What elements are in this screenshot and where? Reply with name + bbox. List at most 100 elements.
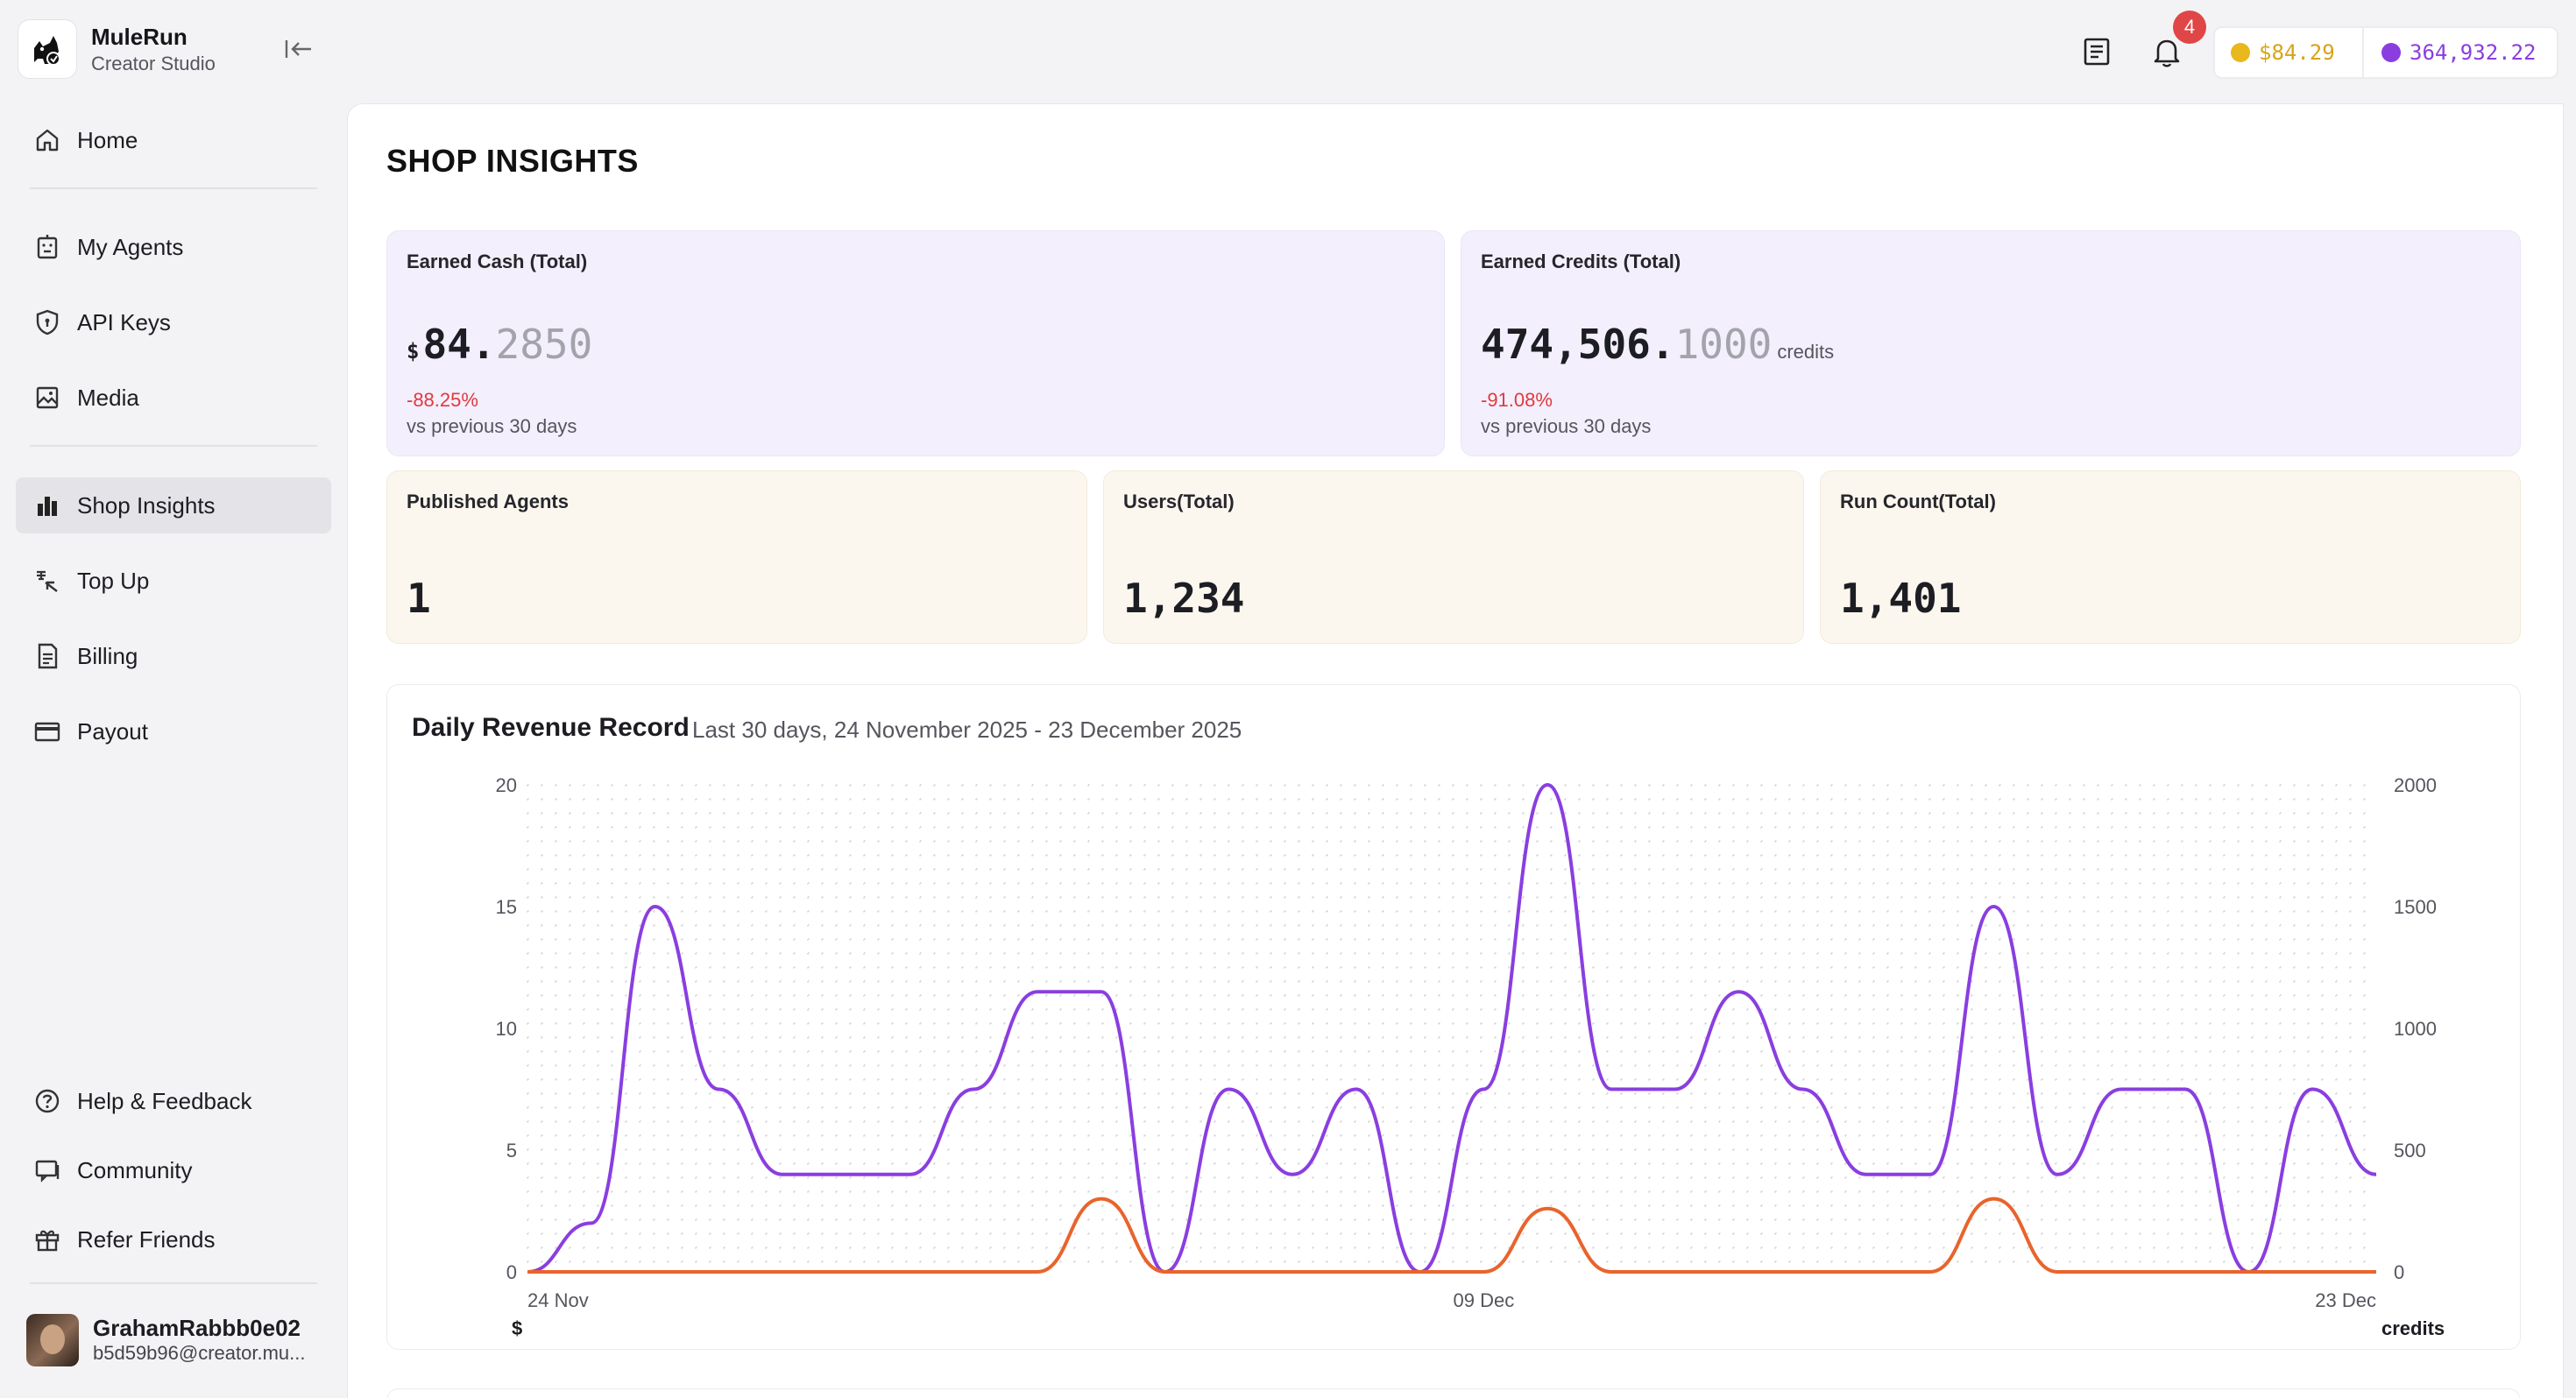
sidebar-item-my-agents[interactable]: My Agents: [16, 219, 331, 275]
users-value: 1,234: [1123, 575, 1245, 622]
collapse-left-icon: [285, 40, 311, 58]
comparison-note: vs previous 30 days: [1481, 415, 1652, 437]
sidebar-item-home[interactable]: Home: [16, 112, 331, 168]
brand-subtitle: Creator Studio: [91, 53, 216, 74]
y-left-tick-label: 15: [496, 896, 517, 918]
wallet-cash[interactable]: $84.29: [2215, 28, 2364, 77]
sidebar-item-label: Refer Friends: [77, 1225, 216, 1253]
sidebar-item-community[interactable]: Community: [16, 1142, 331, 1198]
home-icon: [32, 124, 63, 156]
top-up-icon: [32, 565, 63, 597]
y-right-tick-label: 1000: [2394, 1018, 2437, 1040]
sidebar-item-top-up[interactable]: Top Up: [16, 553, 331, 609]
users-card: Users(Total) 1,234: [1103, 470, 1804, 644]
credits-series-line: [527, 783, 2377, 1274]
sidebar-item-payout[interactable]: Payout: [16, 703, 331, 759]
main-panel: SHOP INSIGHTS Earned Cash (Total) $ 84. …: [347, 103, 2564, 1398]
user-profile[interactable]: GrahamRabbb0e02 b5d59b96@creator.mu...: [26, 1314, 305, 1366]
earned-cash-value: $ 84. 2850: [407, 321, 592, 368]
sidebar-item-label: Top Up: [77, 567, 150, 594]
revenue-line-chart[interactable]: 0 5 10 15 20 0 500 1000 1500 2000 24 Nov 09 Dec 23 D…: [387, 685, 2522, 1351]
docs-button[interactable]: [2077, 32, 2117, 72]
card-label: Earned Cash (Total): [407, 251, 588, 272]
chat-icon: [32, 1154, 63, 1186]
sidebar-divider: [30, 1282, 317, 1284]
card-label: Users(Total): [1123, 491, 1235, 512]
brand-name: MuleRun: [91, 24, 188, 50]
sidebar-item-label: Home: [77, 126, 138, 153]
avatar: [26, 1314, 79, 1366]
sidebar-item-label: Shop Insights: [77, 491, 216, 519]
shield-icon: [32, 307, 63, 338]
x-tick-label: 24 Nov: [527, 1289, 589, 1311]
sidebar-item-billing[interactable]: Billing: [16, 628, 331, 684]
earned-credits-card: Earned Credits (Total) 474,506. 1000 cre…: [1461, 230, 2521, 456]
published-agents-card: Published Agents 1: [386, 470, 1087, 644]
next-section-card: [386, 1388, 2521, 1398]
earned-credits-value: 474,506. 1000 credits: [1481, 321, 1834, 368]
value-decimal: 1000: [1674, 321, 1773, 368]
mulerun-logo-icon: [18, 19, 77, 79]
sidebar-item-label: Help & Feedback: [77, 1087, 252, 1114]
wallet-cash-value: $84.29: [2259, 40, 2335, 65]
value-integer: 474,506.: [1481, 321, 1675, 368]
change-percent: -88.25%: [407, 389, 478, 411]
bell-icon: [2154, 39, 2180, 67]
sidebar-divider: [30, 187, 317, 189]
user-name: GrahamRabbb0e02: [93, 1315, 301, 1341]
run-count-value: 1,401: [1840, 575, 1962, 622]
y-left-tick-label: 0: [506, 1261, 517, 1283]
comparison-note: vs previous 30 days: [407, 415, 577, 437]
sidebar-item-media[interactable]: Media: [16, 370, 331, 426]
wallet-credits[interactable]: 364,932.22: [2364, 40, 2537, 65]
daily-revenue-chart-card: Daily Revenue Record Last 30 days, 24 No…: [386, 684, 2521, 1350]
x-tick-label: 23 Dec: [2315, 1289, 2376, 1311]
notifications-button[interactable]: [2147, 32, 2187, 72]
image-icon: [32, 382, 63, 413]
y-right-tick-label: 0: [2394, 1261, 2404, 1283]
agents-icon: [32, 231, 63, 263]
user-email: b5d59b96@creator.mu...: [93, 1342, 306, 1364]
value-integer: 84.: [422, 321, 496, 368]
sidebar-item-label: Community: [77, 1156, 193, 1183]
wallet-credits-value: 364,932.22: [2410, 40, 2537, 65]
sidebar-item-label: API Keys: [77, 308, 171, 335]
y-left-tick-label: 5: [506, 1140, 517, 1161]
sidebar-item-label: My Agents: [77, 233, 184, 260]
bar-chart-icon: [32, 490, 63, 521]
y-left-unit-label: $: [512, 1317, 522, 1339]
sidebar: MuleRun Creator Studio Home My Agents AP…: [0, 0, 347, 1398]
card-label: Published Agents: [407, 491, 569, 512]
sidebar-item-shop-insights[interactable]: Shop Insights: [16, 477, 331, 533]
sidebar-item-label: Media: [77, 384, 139, 411]
sidebar-item-label: Billing: [77, 642, 138, 669]
coin-icon: [2231, 43, 2250, 62]
credits-icon: [2381, 43, 2401, 62]
earned-cash-card: Earned Cash (Total) $ 84. 2850 -88.25% v…: [386, 230, 1445, 456]
sidebar-item-label: Payout: [77, 717, 148, 745]
sidebar-item-refer-friends[interactable]: Refer Friends: [16, 1211, 331, 1267]
gift-icon: [32, 1224, 63, 1255]
y-left-tick-label: 10: [496, 1018, 517, 1040]
sidebar-item-api-keys[interactable]: API Keys: [16, 294, 331, 350]
y-right-unit-label: credits: [2381, 1317, 2445, 1339]
chart-subtitle: Last 30 days, 24 November 2025 - 23 Dece…: [692, 717, 1242, 743]
collapse-sidebar-button[interactable]: [279, 33, 319, 65]
card-label: Earned Credits (Total): [1481, 251, 1681, 272]
chart-title: Daily Revenue Record: [412, 713, 690, 742]
y-left-tick-label: 20: [496, 774, 517, 796]
receipt-icon: [32, 640, 63, 672]
brand[interactable]: MuleRun Creator Studio: [18, 19, 216, 79]
published-agents-value: 1: [407, 575, 431, 622]
card-icon: [32, 716, 63, 747]
run-count-card: Run Count(Total) 1,401: [1820, 470, 2521, 644]
sidebar-divider: [30, 445, 317, 447]
help-icon: [32, 1085, 63, 1117]
value-unit: credits: [1777, 341, 1835, 363]
card-label: Run Count(Total): [1840, 491, 1996, 512]
y-right-tick-label: 500: [2394, 1140, 2426, 1161]
currency-prefix: $: [407, 339, 420, 364]
y-right-tick-label: 2000: [2394, 774, 2437, 796]
sidebar-item-help-feedback[interactable]: Help & Feedback: [16, 1073, 331, 1129]
wallet-balance[interactable]: $84.29 364,932.22: [2213, 26, 2558, 79]
